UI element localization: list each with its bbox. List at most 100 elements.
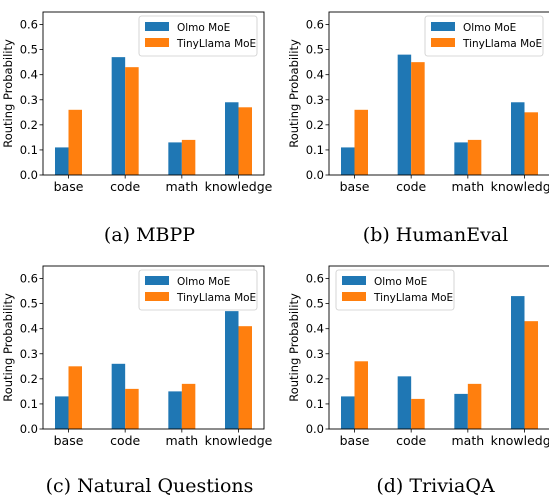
x-tick-label: code — [396, 433, 426, 448]
caption-mbpp: (a) MBPP — [104, 224, 195, 246]
panel-humaneval: (b) HumanEval Routing Probability base cod… — [287, 11, 549, 246]
y-tick-label: 0.1 — [306, 397, 324, 411]
bar-olmo-moe-code — [111, 57, 126, 176]
y-tick-label: 0.1 — [20, 397, 38, 411]
legend: Olmo MoE TinyLlama MoE — [335, 269, 455, 311]
plot-frame — [328, 11, 549, 176]
bar-tinyllama-moe-code — [125, 67, 139, 175]
bar-olmo-moe-math — [168, 142, 182, 175]
panel-mbpp: (a) MBPP Routing Probability base code math… — [1, 11, 273, 246]
bar-olmo-moe-math — [454, 393, 468, 429]
y-tick-label: 0.3 — [20, 93, 38, 107]
x-tick-label: knowledge — [491, 433, 549, 448]
legend-swatch — [145, 292, 169, 301]
bar-olmo-moe-code — [397, 376, 412, 429]
legend-label: TinyLlama MoE — [176, 38, 256, 50]
x-tick-label: code — [396, 179, 426, 194]
bar-olmo-moe-base — [341, 396, 355, 429]
y-tick-label: 0.2 — [306, 118, 324, 132]
y-tick-label: 0.6 — [306, 272, 324, 286]
bar-olmo-moe-knowledge — [225, 102, 239, 175]
y-tick-label: 0.1 — [20, 143, 38, 157]
x-tick-label: code — [110, 433, 140, 448]
y-tick-label: 0.3 — [306, 347, 324, 361]
plot-frame — [42, 265, 265, 430]
legend-label: Olmo MoE — [374, 276, 427, 288]
x-tick-label: math — [451, 179, 484, 194]
bar-tinyllama-moe-math — [467, 383, 482, 429]
x-tick-label: math — [451, 433, 484, 448]
bar-olmo-moe-base — [55, 147, 69, 175]
y-tick-label: 0.0 — [306, 422, 324, 436]
bar-tinyllama-moe-base — [68, 366, 82, 429]
x-tick-label: knowledge — [205, 179, 273, 194]
bar-tinyllama-moe-math — [467, 139, 482, 175]
x-tick-label: knowledge — [491, 179, 549, 194]
y-tick-label: 0.2 — [20, 372, 38, 386]
bar-tinyllama-moe-math — [181, 383, 196, 429]
bar-tinyllama-moe-math — [181, 139, 196, 175]
legend: Olmo MoE TinyLlama MoE — [138, 15, 258, 57]
caption-natural-questions: (c) Natural Questions — [46, 475, 254, 497]
bar-tinyllama-moe-knowledge — [524, 321, 538, 429]
x-tick-label: math — [165, 179, 198, 194]
caption-humaneval: (b) HumanEval — [363, 224, 508, 246]
y-tick-label: 0.3 — [20, 347, 38, 361]
panel-triviaqa: (d) TriviaQA Routing Probability base code… — [287, 265, 549, 497]
panel-natural-questions: (c) Natural Questions Routing Probabilit… — [1, 265, 273, 497]
legend: Olmo MoE TinyLlama MoE — [138, 269, 258, 311]
bar-tinyllama-moe-base — [354, 109, 368, 175]
bar-tinyllama-moe-code — [411, 62, 425, 175]
bar-olmo-moe-base — [341, 147, 355, 175]
x-tick-label: base — [340, 179, 370, 194]
bar-tinyllama-moe-base — [354, 361, 368, 429]
x-tick-label: math — [165, 433, 198, 448]
bar-olmo-moe-knowledge — [511, 102, 525, 175]
y-tick-label: 0.4 — [306, 322, 324, 336]
bar-tinyllama-moe-knowledge — [524, 112, 538, 175]
y-tick-label: 0.2 — [20, 118, 38, 132]
bar-tinyllama-moe-knowledge — [238, 326, 252, 429]
legend-swatch — [431, 38, 455, 47]
bar-tinyllama-moe-code — [411, 398, 425, 429]
y-tick-label: 0.0 — [306, 168, 324, 182]
x-tick-label: base — [54, 433, 84, 448]
legend-label: Olmo MoE — [177, 22, 230, 34]
legend-swatch — [145, 276, 169, 285]
bar-olmo-moe-code — [397, 54, 412, 175]
caption-triviaqa: (d) TriviaQA — [376, 475, 495, 497]
y-tick-label: 0.5 — [20, 297, 38, 311]
y-axis-label: Routing Probability — [287, 293, 301, 402]
y-tick-label: 0.5 — [20, 43, 38, 57]
bar-olmo-moe-knowledge — [511, 296, 525, 429]
x-tick-label: base — [340, 433, 370, 448]
y-tick-label: 0.3 — [306, 93, 324, 107]
legend-swatch — [342, 292, 366, 301]
legend-label: Olmo MoE — [177, 276, 230, 288]
bar-olmo-moe-knowledge — [225, 311, 239, 429]
bar-tinyllama-moe-base — [68, 109, 82, 175]
y-tick-label: 0.6 — [20, 272, 38, 286]
legend: Olmo MoE TinyLlama MoE — [424, 15, 544, 57]
legend-label: TinyLlama MoE — [373, 292, 453, 304]
legend-swatch — [342, 276, 366, 285]
bar-olmo-moe-base — [55, 396, 69, 429]
legend-swatch — [431, 22, 455, 31]
x-tick-label: code — [110, 179, 140, 194]
y-axis-label: Routing Probability — [1, 293, 15, 402]
y-tick-label: 0.5 — [306, 297, 324, 311]
legend-swatch — [145, 38, 169, 47]
legend-label: TinyLlama MoE — [176, 292, 256, 304]
legend-label: Olmo MoE — [463, 22, 516, 34]
y-tick-label: 0.2 — [306, 372, 324, 386]
y-axis-label: Routing Probability — [287, 39, 301, 148]
x-tick-label: knowledge — [205, 433, 273, 448]
plot-frame — [42, 11, 265, 176]
y-tick-label: 0.4 — [306, 68, 324, 82]
x-tick-label: base — [54, 179, 84, 194]
y-tick-label: 0.1 — [306, 143, 324, 157]
bar-tinyllama-moe-code — [125, 388, 139, 429]
y-tick-label: 0.0 — [20, 422, 38, 436]
bar-olmo-moe-math — [168, 391, 182, 429]
